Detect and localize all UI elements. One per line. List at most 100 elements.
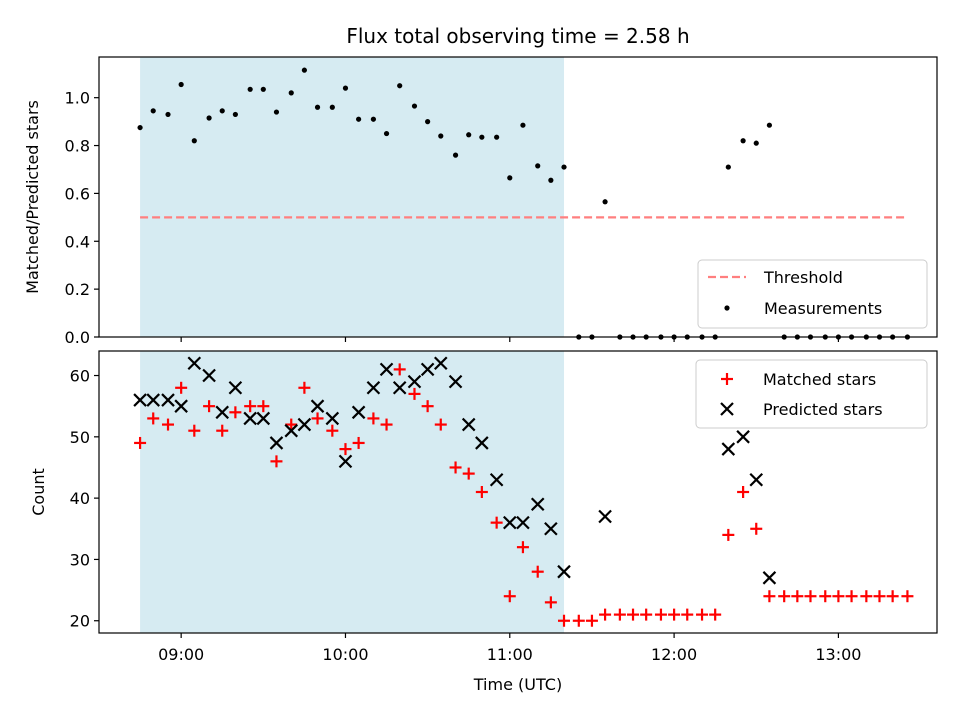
legend-measurements-swatch [724,305,730,311]
predicted-star-point [598,509,612,524]
matched-star-point [175,381,188,394]
predicted-star-point [407,374,422,389]
measurement-point [425,119,431,125]
measurement-point [329,104,335,110]
predicted-star-point-b [256,411,271,426]
predicted-star-point-b [202,368,216,383]
predicted-star-point-b [407,374,422,389]
measurement-point [411,103,418,109]
matched-star-point [408,387,421,400]
matched-star-point [613,608,626,621]
matched-star-point [229,406,242,419]
matched-star-point [819,590,832,603]
predicted-star-point-b [433,356,448,371]
matched-star-point [326,424,339,437]
predicted-star-point [146,393,161,407]
predicted-star-point [215,405,230,420]
predicted-star-point-b [475,436,489,450]
legend-x-marker-b [720,402,734,416]
predicted-star-point [284,423,299,438]
predicted-star-point [325,411,340,426]
measurement-point [273,109,280,115]
measurement-point [342,85,349,91]
matched-star-point [860,590,873,603]
matched-star-point [640,608,653,621]
bottom-plot-frame [98,350,938,634]
predicted-star-point [762,571,777,585]
matched-star-point [311,412,324,425]
predicted-star-point-b [269,436,284,450]
matched-star-point [339,443,352,456]
predicted-star-point [420,362,435,377]
predicted-star-point-b [448,374,463,389]
legend-predicted-label: Predicted stars [763,400,883,419]
measurement-point [725,164,731,170]
measurement-point [356,116,362,122]
matched-star-point [696,608,709,621]
top-panel: Flux total observing time = 2.58 h 0.00.… [23,24,938,347]
matched-star-point [449,461,462,474]
predicted-star-point-b [174,399,188,413]
measurement-point [206,115,212,121]
top-y-tick-label: 0.4 [65,232,90,251]
predicted-star-point-b [310,399,325,413]
matched-star-point [298,381,311,394]
bottom-y-axis: 20 30 40 50 60 [70,367,99,631]
predicted-star-point-b [338,454,353,469]
measurement-point [247,86,253,92]
measurement-point [452,152,459,158]
bottom-panel: 20 30 40 50 60 09:00 10:00 11:00 12:00 13:00 Cou… [29,350,938,694]
measurement-point [561,164,567,170]
predicted-star-point [721,442,736,456]
measurement-point [397,83,403,89]
measurement-point [150,108,156,114]
predicted-star-point [133,393,147,407]
measurement-point [178,81,184,88]
matched-star-point [503,590,516,603]
predicted-star-point-b [762,571,777,585]
predicted-star-point-b [297,417,312,432]
bottom-y-tick-label: 20 [70,612,90,631]
measurement-point [479,134,485,140]
matched-star-point [244,400,257,413]
predicted-star-point-b [544,522,558,536]
bottom-legend-box [695,359,928,429]
matched-star-point [886,590,899,603]
top-y-tick-label: 1.0 [65,89,90,108]
bottom-shaded-span [140,351,565,633]
top-plot-frame [98,56,938,338]
legend-threshold-label: Threshold [763,268,843,287]
legend-x-marker [720,402,734,416]
predicted-star-point [174,399,188,413]
measurement-point [165,111,171,118]
matched-star-point [901,590,914,603]
predicted-star-point [338,454,353,469]
measurement-point [260,86,266,92]
matched-star-point [270,455,283,468]
matched-star-point [709,608,722,621]
matched-star-point [654,608,667,621]
measurement-point [438,133,444,139]
measurement-point [520,122,526,128]
measurement-point [191,138,197,144]
measurement-point [370,116,377,122]
matched-star-point [873,590,886,603]
legend-matched-swatch [721,373,733,385]
predicted-star-point-b [721,442,736,456]
predicted-star-point [489,472,504,487]
bottom-legend: Matched stars Predicted stars [695,359,928,429]
matched-star-point [516,541,529,554]
predicted-star-point-b [146,393,161,407]
predicted-star-point-b [228,381,243,395]
top-y-tick-label: 0.8 [65,137,90,156]
matched-star-point [188,424,201,437]
predicted-star-point-b [379,362,394,377]
matched-star-point [750,522,763,535]
predicted-star-point [187,356,202,371]
matched-star-point [668,608,681,621]
predicted-star-point [433,356,448,371]
predicted-star-point-b [161,393,175,407]
matched-stars-series [134,363,914,627]
predicted-star-point-b [243,411,257,426]
matched-star-point [585,614,598,627]
